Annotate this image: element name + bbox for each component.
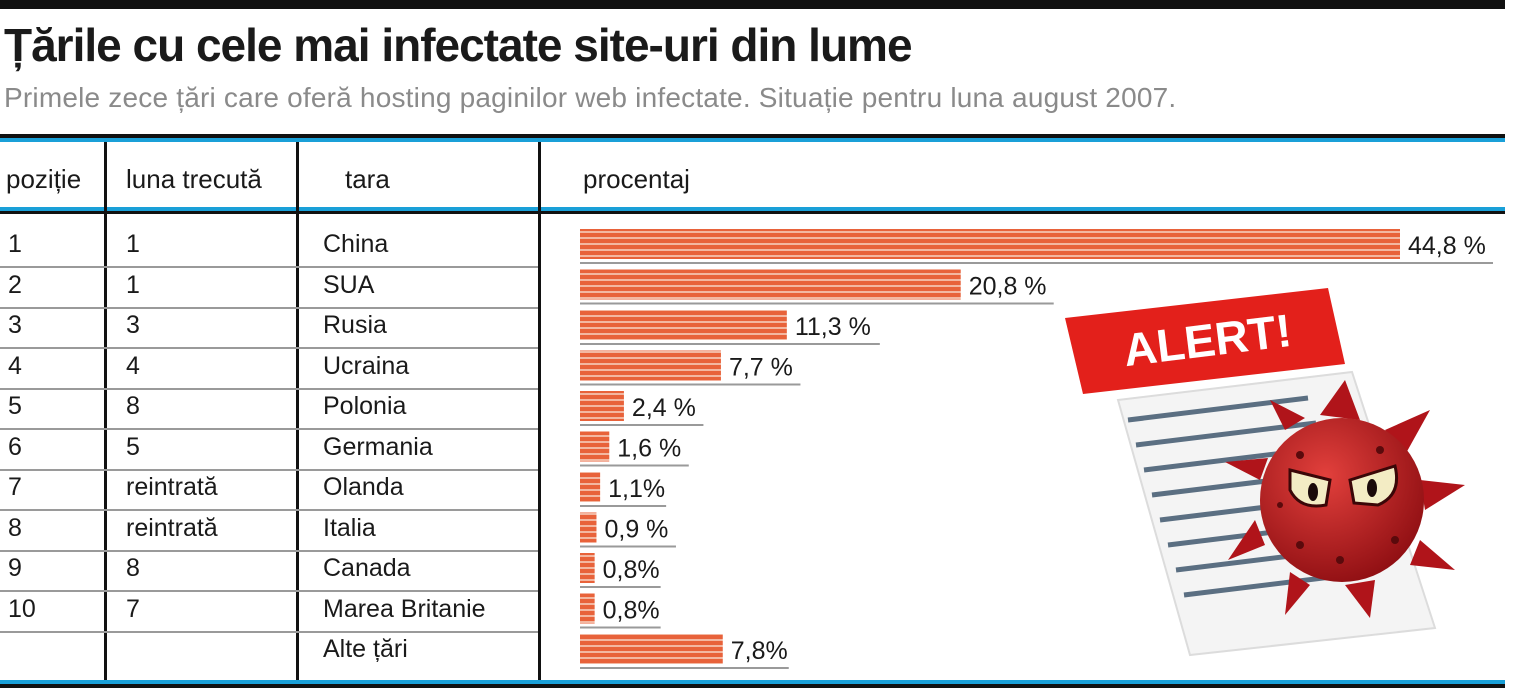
alert-badge: ALERT! bbox=[1065, 288, 1345, 394]
row-tara: China bbox=[323, 230, 389, 258]
row-pozitie: 4 bbox=[8, 351, 22, 380]
bar-ucraina bbox=[580, 350, 721, 381]
row-luna-trecuta: 1 bbox=[126, 270, 140, 299]
row-pozitie: 10 bbox=[8, 594, 36, 623]
header-luna-trecuta: luna trecută bbox=[126, 164, 262, 194]
row-divider bbox=[0, 266, 538, 268]
row-luna-trecuta: 7 bbox=[126, 594, 140, 623]
bar-canada bbox=[580, 553, 595, 583]
row-tara: SUA bbox=[323, 270, 375, 299]
row-divider bbox=[0, 590, 538, 592]
row-divider bbox=[0, 630, 538, 633]
bar-value-label: 0,8% bbox=[603, 556, 660, 584]
row-pozitie: 6 bbox=[8, 432, 22, 461]
row-pozitie: 5 bbox=[8, 392, 22, 420]
bar-value-label: 20,8 % bbox=[969, 273, 1047, 301]
bar-italia bbox=[580, 512, 597, 543]
row-pozitie: 1 bbox=[8, 230, 22, 258]
bar-olanda bbox=[580, 472, 601, 502]
row-luna-trecuta: 8 bbox=[126, 392, 140, 420]
row-pozitie: 7 bbox=[8, 473, 22, 501]
header-procentaj: procentaj bbox=[583, 164, 690, 194]
col-sep-3 bbox=[538, 142, 541, 680]
row-divider bbox=[0, 347, 538, 349]
header-tara: tara bbox=[345, 164, 390, 194]
page-title: Țările cu cele mai infectate site-uri di… bbox=[4, 19, 913, 71]
row-divider bbox=[0, 509, 538, 511]
alert-illustration: ALERT! bbox=[1065, 288, 1465, 657]
bar-value-label: 7,7 % bbox=[729, 354, 793, 382]
bar-value-label: 1,1% bbox=[608, 475, 665, 503]
row-luna-trecuta: reintrată bbox=[126, 473, 218, 501]
bar-value-label: 0,8% bbox=[603, 597, 660, 625]
bar-value-label: 2,4 % bbox=[632, 394, 696, 422]
header-top-accent bbox=[0, 138, 1505, 142]
col-sep-2 bbox=[296, 142, 299, 680]
bar-marea-britanie bbox=[580, 593, 595, 624]
bar-germania bbox=[580, 431, 610, 462]
row-divider bbox=[0, 387, 538, 390]
row-luna-trecuta: 5 bbox=[126, 432, 140, 461]
row-tara: Alte țări bbox=[323, 635, 408, 663]
top-rule bbox=[0, 0, 1505, 9]
bar-china bbox=[580, 229, 1400, 259]
row-pozitie: 8 bbox=[8, 513, 22, 542]
header-bottom-dark bbox=[0, 211, 1505, 214]
bar-value-label: 7,8% bbox=[731, 637, 788, 665]
bar-sua bbox=[580, 269, 961, 300]
row-tara: Italia bbox=[323, 513, 376, 542]
row-divider bbox=[0, 549, 538, 552]
row-luna-trecuta: 8 bbox=[126, 554, 140, 582]
bar-value-label: 1,6 % bbox=[617, 435, 681, 463]
row-tara: Olanda bbox=[323, 473, 404, 501]
footer-rule bbox=[0, 684, 1505, 688]
row-tara: Ucraina bbox=[323, 351, 410, 380]
bar-value-label: 44,8 % bbox=[1408, 232, 1486, 260]
page-subtitle: Primele zece țări care oferă hosting pag… bbox=[4, 82, 1177, 113]
col-sep-1 bbox=[104, 142, 107, 680]
row-tara: Germania bbox=[323, 432, 433, 461]
row-pozitie: 2 bbox=[8, 270, 22, 299]
row-divider bbox=[0, 468, 538, 471]
row-luna-trecuta: 3 bbox=[126, 311, 140, 339]
row-pozitie: 9 bbox=[8, 554, 22, 582]
footer-accent bbox=[0, 680, 1505, 684]
row-luna-trecuta: 4 bbox=[126, 351, 140, 380]
header-top-rule bbox=[0, 134, 1505, 138]
row-tara: Marea Britanie bbox=[323, 594, 486, 623]
bar-rusia bbox=[580, 310, 787, 340]
row-divider bbox=[0, 306, 538, 309]
row-tara: Rusia bbox=[323, 311, 387, 339]
header-bottom-rule bbox=[0, 207, 1505, 211]
bar-value-label: 11,3 % bbox=[795, 313, 871, 341]
row-tara: Canada bbox=[323, 554, 411, 582]
row-luna-trecuta: 1 bbox=[126, 230, 140, 258]
row-divider bbox=[0, 428, 538, 430]
header-pozitie: poziție bbox=[6, 164, 82, 194]
bar-alte-țări bbox=[580, 634, 723, 664]
virus-icon bbox=[1225, 380, 1465, 618]
bar-value-label: 0,9 % bbox=[604, 516, 668, 544]
row-tara: Polonia bbox=[323, 392, 407, 420]
bar-polonia bbox=[580, 391, 624, 421]
row-luna-trecuta: reintrată bbox=[126, 513, 218, 542]
row-pozitie: 3 bbox=[8, 311, 22, 339]
